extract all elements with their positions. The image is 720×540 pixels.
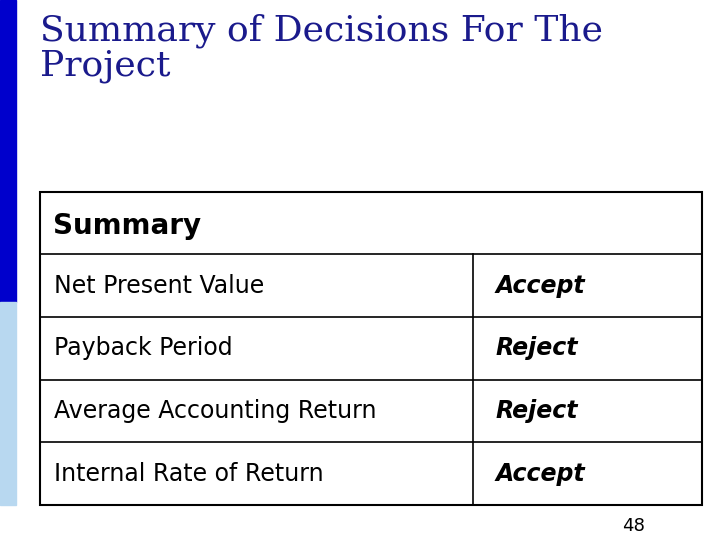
Text: 48: 48	[622, 517, 645, 535]
Text: Net Present Value: Net Present Value	[54, 274, 264, 298]
Text: Accept: Accept	[495, 462, 585, 485]
Bar	[40, 192, 702, 505]
Text: Payback Period: Payback Period	[54, 336, 233, 360]
Bar	[0, 0, 16, 302]
Text: Summary: Summary	[53, 212, 201, 240]
Text: Summary of Decisions For The: Summary of Decisions For The	[40, 14, 603, 48]
Text: Reject: Reject	[495, 399, 577, 423]
Bar	[0, 302, 16, 505]
Text: Internal Rate of Return: Internal Rate of Return	[54, 462, 323, 485]
Text: Average Accounting Return: Average Accounting Return	[54, 399, 377, 423]
Text: Reject: Reject	[495, 336, 577, 360]
Text: Accept: Accept	[495, 274, 585, 298]
Text: Project: Project	[40, 49, 170, 83]
